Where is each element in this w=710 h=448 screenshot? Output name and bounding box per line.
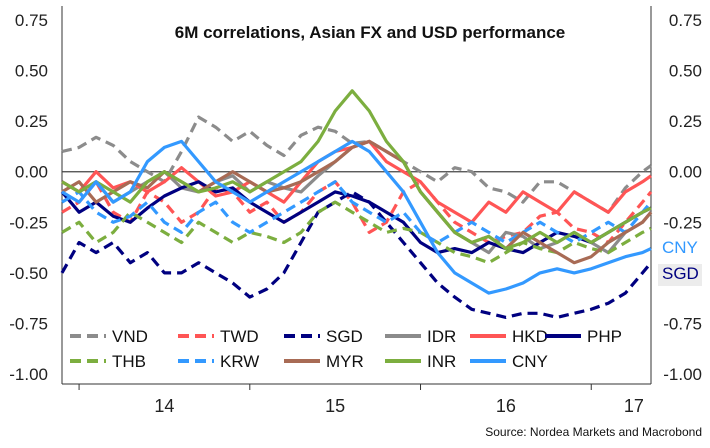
y-tick-label-right: 0.00 — [669, 163, 702, 182]
y-tick-label-right: -0.25 — [663, 213, 702, 232]
legend-label-sgd: SGD — [326, 327, 363, 346]
y-tick-label-right: 0.50 — [669, 62, 702, 81]
legend: VND TWD SGD IDR HKD PHP THB KRW MYR INR CNY — [70, 327, 622, 371]
legend-label-krw: KRW — [220, 352, 259, 371]
x-tick-label: 14 — [154, 396, 174, 416]
series-layer — [60, 89, 653, 319]
y-ticks-left: 0.75 0.50 0.25 0.00 -0.25 -0.50 -0.75 -1.00 — [9, 11, 48, 384]
series-line-krw — [61, 180, 653, 245]
y-tick-label-left: 0.25 — [15, 112, 48, 131]
y-tick-label-right: 0.75 — [669, 11, 702, 30]
series-line-thb — [61, 200, 652, 265]
end-label-cny: CNY — [662, 238, 698, 257]
y-tick-label-right: -1.00 — [663, 365, 702, 384]
chart-title: 6M correlations, Asian FX and USD perfor… — [175, 23, 565, 42]
legend-label-php: PHP — [587, 327, 622, 346]
y-tick-label-left: 0.75 — [15, 11, 48, 30]
y-tick-label-left: -0.50 — [9, 264, 48, 283]
legend-label-myr: MYR — [326, 352, 364, 371]
legend-label-vnd: VND — [112, 327, 148, 346]
y-tick-label-left: -0.25 — [9, 213, 48, 232]
series-line-vnd — [61, 115, 652, 214]
series-line-cny — [61, 139, 652, 295]
legend-background — [66, 320, 506, 376]
legend-label-inr: INR — [427, 352, 456, 371]
y-tick-label-right: -0.75 — [663, 314, 702, 333]
y-tick-label-left: 0.50 — [15, 62, 48, 81]
y-tick-label-right: 0.25 — [669, 112, 702, 131]
series-line-sgd — [60, 190, 653, 319]
source-note: Source: Nordea Markets and Macrobond — [485, 425, 702, 439]
legend-label-thb: THB — [112, 352, 146, 371]
x-tick-label: 16 — [496, 396, 516, 416]
series-line-inr — [61, 89, 652, 251]
end-label-bg-sgd — [658, 264, 702, 286]
x-tick-label: 15 — [325, 396, 345, 416]
y-tick-label-left: 0.00 — [15, 163, 48, 182]
y-tick-label-left: -0.75 — [9, 314, 48, 333]
legend-label-hkd: HKD — [512, 327, 548, 346]
y-tick-label-left: -1.00 — [9, 365, 48, 384]
legend-label-twd: TWD — [220, 327, 259, 346]
series-line-php — [60, 180, 652, 255]
legend-label-idr: IDR — [427, 327, 456, 346]
x-ticks: 14 15 16 17 — [78, 384, 644, 416]
end-label-sgd: SGD — [662, 264, 699, 283]
end-labels: CNY SGD — [658, 238, 702, 286]
x-tick-label: 17 — [624, 396, 644, 416]
legend-label-cny: CNY — [512, 352, 548, 371]
